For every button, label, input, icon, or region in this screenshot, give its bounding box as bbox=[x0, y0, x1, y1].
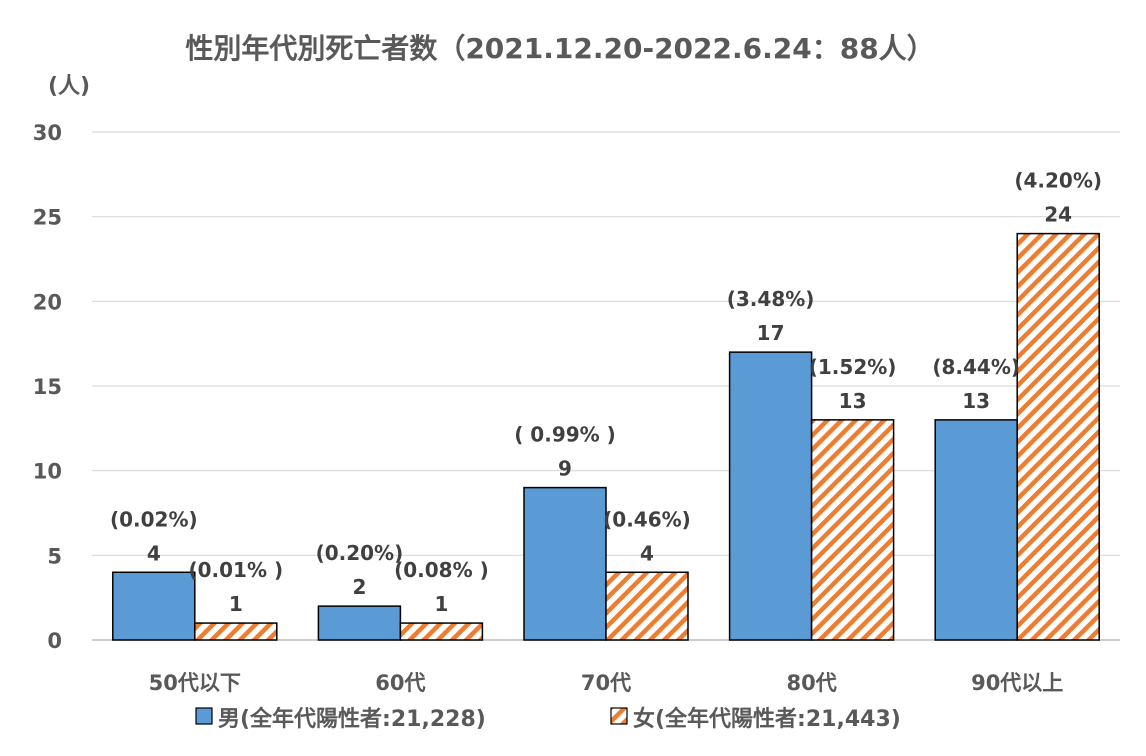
bar-value-label: 1 bbox=[434, 592, 448, 616]
x-category-label: 90代以上 bbox=[971, 671, 1063, 695]
bar-percent-label: (0.08% ) bbox=[394, 558, 489, 582]
bar-male bbox=[523, 486, 607, 641]
bar-percent-label: (0.01% ) bbox=[188, 558, 283, 582]
bar-percent-label: (0.20%) bbox=[316, 541, 404, 565]
bar-value-label: 2 bbox=[352, 575, 366, 599]
bar-value-label: 24 bbox=[1044, 203, 1072, 227]
bar-value-label: 1 bbox=[229, 592, 243, 616]
bar-female bbox=[194, 622, 278, 641]
bar-value-label: 9 bbox=[558, 457, 572, 481]
bar-percent-label: (1.52%) bbox=[809, 355, 897, 379]
bar-value-label: 13 bbox=[962, 389, 990, 413]
bar-female bbox=[399, 622, 484, 641]
bar-value-label: 13 bbox=[839, 389, 867, 413]
bar-value-label: 4 bbox=[147, 541, 161, 565]
data-labels: 4 (0.02%) 1 (0.01% ) 2 (0.20%) 1 (0.08% ) 9 ( 0.9… bbox=[110, 169, 1102, 616]
gridlines bbox=[92, 131, 1120, 641]
bar-percent-label: (3.48%) bbox=[727, 287, 815, 311]
bar-male bbox=[317, 605, 402, 641]
y-axis-unit-label: (人) bbox=[48, 74, 90, 99]
x-category-label: 80代 bbox=[786, 671, 836, 695]
bar-value-label: 17 bbox=[757, 321, 785, 345]
bar-female bbox=[810, 419, 895, 641]
bars bbox=[112, 232, 1100, 641]
legend-label-male: 男(全年代陽性者:21,228) bbox=[218, 706, 486, 732]
x-category-label: 50代以下 bbox=[149, 671, 241, 695]
bar-value-label: 4 bbox=[640, 541, 654, 565]
y-tick-label: 30 bbox=[33, 121, 62, 145]
y-tick-label: 20 bbox=[33, 290, 62, 314]
x-category-label: 60代 bbox=[375, 671, 425, 695]
x-axis-categories: 50代以下 60代 70代 80代 90代以上 bbox=[149, 671, 1064, 695]
y-axis-ticks: 0 5 10 15 20 25 30 bbox=[33, 121, 62, 653]
bar-percent-label: (0.02%) bbox=[110, 507, 198, 531]
bar-female bbox=[1016, 232, 1100, 641]
chart-title: 性別年代別死亡者数（2021.12.20-2022.6.24：88人） bbox=[185, 32, 934, 65]
legend-label-female: 女(全年代陽性者:21,443) bbox=[633, 706, 901, 732]
y-tick-label: 5 bbox=[47, 544, 62, 568]
bar-percent-label: (4.20%) bbox=[1014, 169, 1102, 193]
bar-male bbox=[728, 351, 813, 641]
y-tick-label: 15 bbox=[33, 375, 62, 399]
legend: 男(全年代陽性者:21,228) 女(全年代陽性者:21,443) bbox=[195, 706, 901, 732]
y-tick-label: 0 bbox=[47, 629, 62, 653]
x-category-label: 70代 bbox=[581, 671, 631, 695]
bar-percent-label: (8.44%) bbox=[932, 355, 1020, 379]
y-tick-label: 25 bbox=[33, 206, 62, 230]
bar-male bbox=[112, 571, 196, 641]
bar-percent-label: (0.46%) bbox=[603, 507, 691, 531]
y-tick-label: 10 bbox=[33, 460, 62, 484]
bar-male bbox=[934, 419, 1018, 641]
legend-swatch-female bbox=[610, 707, 628, 725]
legend-swatch-male bbox=[195, 707, 213, 725]
bar-female bbox=[605, 571, 689, 641]
bar-percent-label: ( 0.99% ) bbox=[514, 423, 616, 447]
